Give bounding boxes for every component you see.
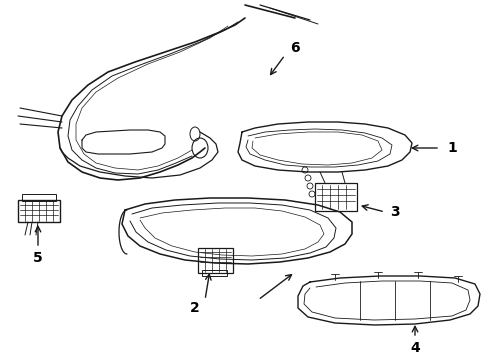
Bar [22, 194, 56, 201]
Bar [315, 183, 357, 211]
Bar [18, 200, 60, 222]
Text: 4: 4 [410, 341, 420, 355]
Text: 3: 3 [390, 205, 400, 219]
Bar [202, 270, 227, 276]
Text: 5: 5 [33, 251, 43, 265]
Text: 1: 1 [447, 141, 457, 155]
Text: 2: 2 [190, 301, 200, 315]
Bar [198, 248, 233, 273]
Text: 6: 6 [290, 41, 300, 55]
